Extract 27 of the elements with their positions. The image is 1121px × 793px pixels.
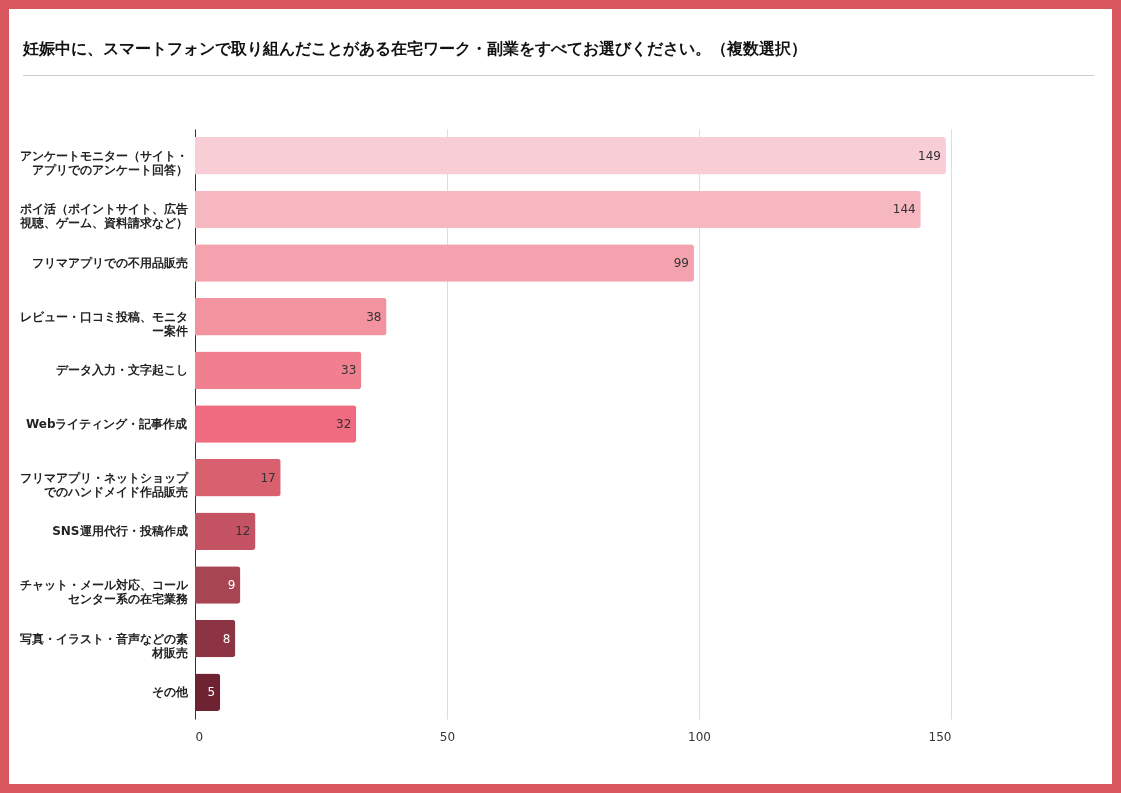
y-tick-label: アンケートモニター（サイト・アプリでのアンケート回答） <box>19 148 188 177</box>
data-label: 38 <box>366 309 382 324</box>
y-tick-label: チャット・メール対応、コールセンター系の在宅業務 <box>19 577 189 606</box>
data-label: 12 <box>235 524 251 539</box>
x-tick-label: 150 <box>928 729 952 744</box>
y-tick-label: フリマアプリでの不用品販売 <box>31 256 188 271</box>
y-tick-label: 写真・イラスト・音声などの素材販売 <box>19 631 188 660</box>
y-tick-label: SNS運用代行・投稿作成 <box>52 524 188 539</box>
data-label: 8 <box>222 631 231 646</box>
y-tick-label: その他 <box>151 685 189 700</box>
chart-title: 妊娠中に、スマートフォンで取り組んだことがある在宅ワーク・副業をすべてお選びください。（複数選択） <box>23 39 807 60</box>
data-label: 149 <box>918 148 941 163</box>
y-tick-label: レビュー・口コミ投稿、モニター案件 <box>19 309 188 338</box>
data-label: 99 <box>673 256 689 271</box>
y-tick-label: データ入力・文字起こし <box>55 363 188 378</box>
data-label: 32 <box>336 417 352 431</box>
data-label: 5 <box>207 685 216 700</box>
y-tick-label: フリマアプリ・ネットショップでのハンドメイド作品販売 <box>19 470 189 499</box>
x-tick-label: 50 <box>439 729 456 744</box>
x-tick-label: 100 <box>688 729 711 744</box>
y-tick-label: Webライティング・記事作成 <box>25 417 188 431</box>
y-tick-label: ポイ活（ポイントサイト、広告視聴、ゲーム、資料請求など） <box>18 202 188 231</box>
x-tick-label: 0 <box>195 729 204 744</box>
data-label: 144 <box>892 202 916 217</box>
data-label: 17 <box>260 470 276 485</box>
data-label: 9 <box>227 577 236 592</box>
data-label: 33 <box>341 363 357 378</box>
